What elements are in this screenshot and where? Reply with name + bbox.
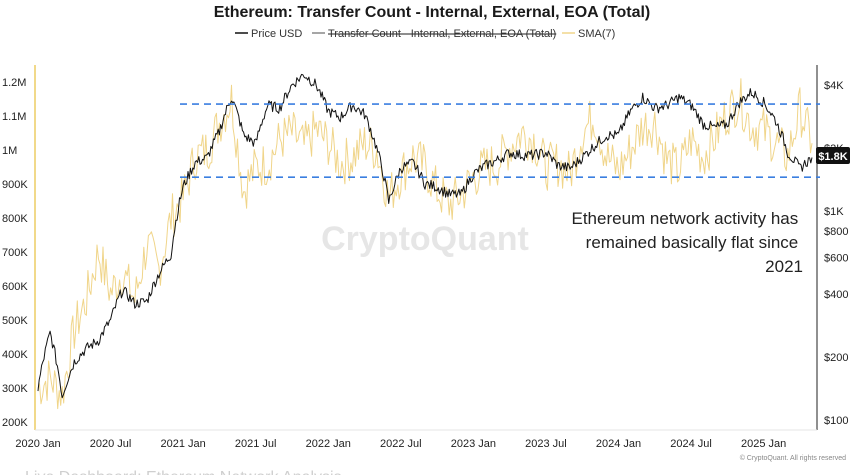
chart-legend: Price USD Transfer Count - Internal, Ext… bbox=[235, 28, 615, 40]
left-tick-label: 200K bbox=[2, 417, 28, 429]
legend-label-price[interactable]: Price USD bbox=[251, 28, 302, 40]
chart-title: Ethereum: Transfer Count - Internal, Ext… bbox=[214, 4, 651, 21]
x-tick-label: 2020 Jul bbox=[90, 438, 132, 450]
right-tick-label: $200 bbox=[824, 352, 848, 364]
annotation-text: Ethereum network activity has remained b… bbox=[572, 209, 804, 276]
right-tick-label: $1K bbox=[824, 206, 844, 218]
watermark: CryptoQuant bbox=[321, 220, 529, 258]
x-tick-label: 2021 Jan bbox=[160, 438, 205, 450]
current-price-badge-bg bbox=[816, 147, 850, 164]
right-tick-label: $800 bbox=[824, 226, 848, 238]
x-tick-label: 2021 Jul bbox=[235, 438, 277, 450]
sma-line bbox=[37, 78, 813, 410]
left-tick-label: 400K bbox=[2, 349, 28, 361]
annotation-line-2: remained basically flat since bbox=[586, 233, 799, 252]
sma-series bbox=[37, 78, 813, 410]
copyright: © CryptoQuant. All rights reserved bbox=[740, 454, 846, 462]
right-tick-label: $100 bbox=[824, 415, 848, 427]
left-tick-label: 700K bbox=[2, 247, 28, 259]
legend-label-transfer-count[interactable]: Transfer Count - Internal, External, EOA… bbox=[328, 28, 556, 40]
x-tick-label: 2025 Jan bbox=[741, 438, 786, 450]
x-tick-label: 2020 Jan bbox=[15, 438, 60, 450]
left-tick-label: 800K bbox=[2, 213, 28, 225]
right-tick-label: $400 bbox=[824, 289, 848, 301]
left-tick-label: 600K bbox=[2, 281, 28, 293]
x-tick-label: 2022 Jul bbox=[380, 438, 422, 450]
annotation-line-3: 2021 bbox=[765, 257, 803, 276]
left-tick-label: 300K bbox=[2, 383, 28, 395]
x-tick-label: 2023 Jul bbox=[525, 438, 567, 450]
annotation-line-1: Ethereum network activity has bbox=[572, 209, 799, 228]
price-series bbox=[37, 73, 813, 399]
right-tick-label: $4K bbox=[824, 80, 844, 92]
x-tick-label: 2022 Jan bbox=[306, 438, 351, 450]
legend-label-sma[interactable]: SMA(7) bbox=[578, 28, 615, 40]
x-tick-label: 2023 Jan bbox=[451, 438, 496, 450]
left-tick-label: 1.1M bbox=[2, 111, 26, 123]
reference-lines bbox=[180, 103, 820, 178]
footer-caption: Live Dashboard: Ethereum Network Analysi… bbox=[25, 469, 342, 475]
left-tick-label: 500K bbox=[2, 315, 28, 327]
right-tick-label: $600 bbox=[824, 252, 848, 264]
price-line bbox=[37, 73, 813, 399]
axis-ticks: 200K 300K 400K 500K 600K 700K 800K 900K 1M 1.1M 1.… bbox=[2, 77, 848, 450]
left-tick-label: 1M bbox=[2, 145, 17, 157]
left-tick-label: 1.2M bbox=[2, 77, 26, 89]
x-tick-label: 2024 Jul bbox=[670, 438, 712, 450]
left-tick-label: 900K bbox=[2, 179, 28, 191]
current-price-label: $1.8K bbox=[818, 151, 847, 163]
x-tick-label: 2024 Jan bbox=[596, 438, 641, 450]
current-price-badge: $1.8K bbox=[816, 147, 850, 164]
